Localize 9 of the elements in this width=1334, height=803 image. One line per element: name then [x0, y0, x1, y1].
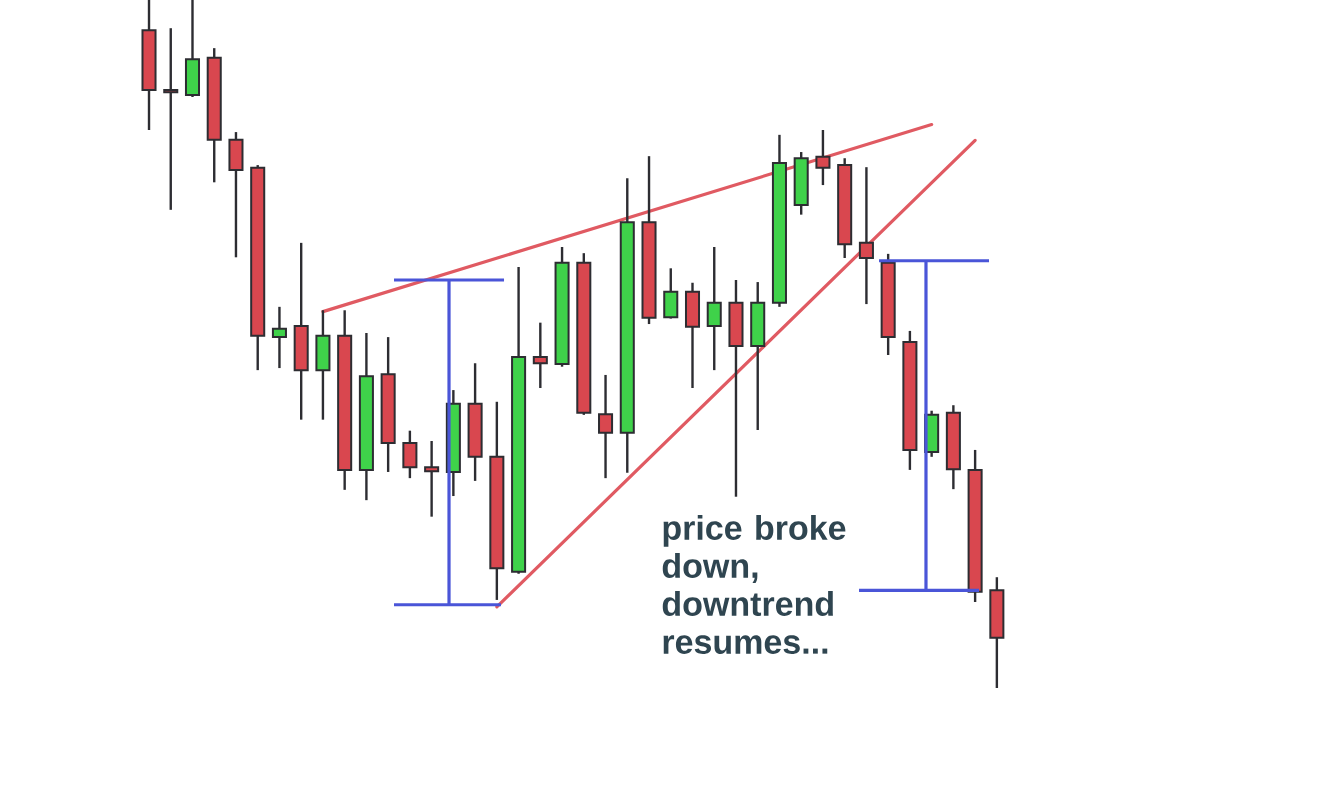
candlestick: [598, 373, 614, 480]
candlestick: [706, 245, 722, 372]
candlestick: [815, 128, 831, 187]
annotation: price broke down, downtrend resumes...: [662, 515, 846, 654]
candlestick: [532, 321, 548, 390]
candlestick: [858, 165, 874, 306]
candlestick: [271, 305, 287, 370]
candlestick: [163, 27, 179, 212]
candlestick: [424, 439, 440, 518]
